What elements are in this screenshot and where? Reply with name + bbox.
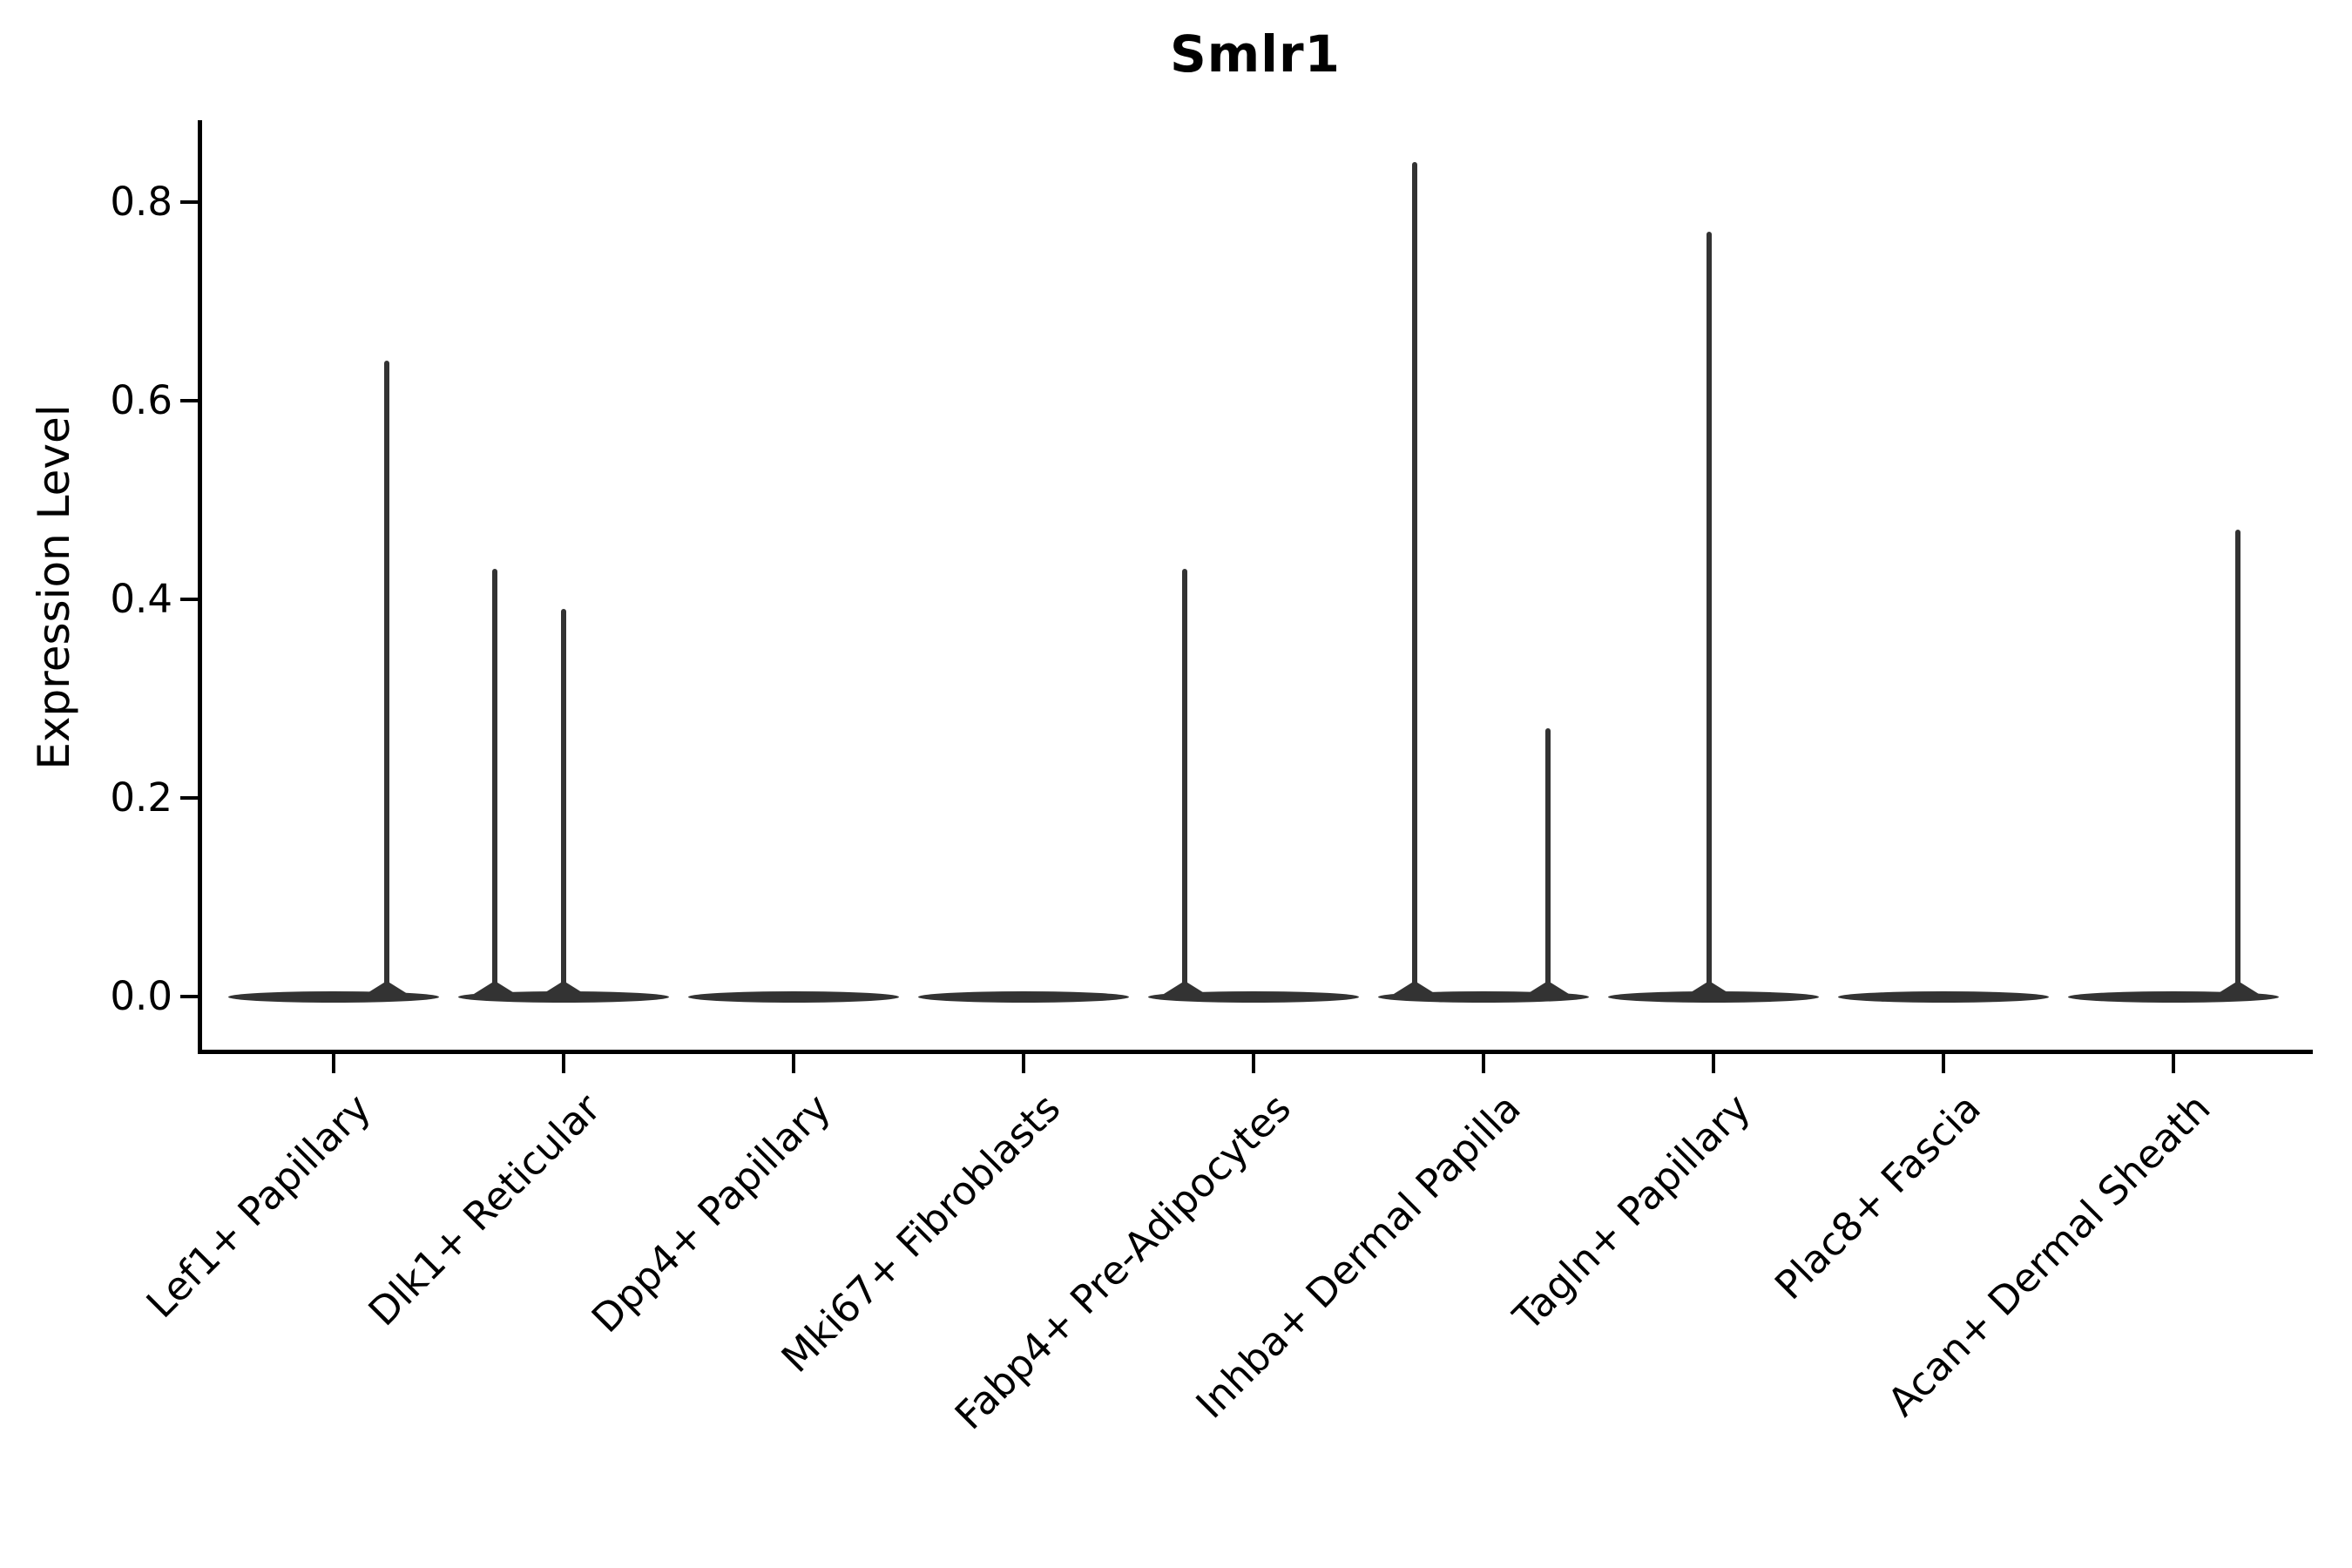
x-tick-label: Plac8+ Fascia [1765, 1085, 1990, 1309]
y-tick-label: 0.8 [110, 178, 172, 225]
plot-title: Smlr1 [1169, 24, 1342, 84]
x-tick-label: Tagln+ Papillary [1504, 1085, 1760, 1340]
x-tick-mark [1712, 1054, 1715, 1073]
x-tick-label: Dpp4+ Papillary [582, 1085, 840, 1342]
violin-spike [1706, 231, 1712, 1000]
y-tick-mark [180, 994, 198, 998]
x-tick-mark [1022, 1054, 1025, 1073]
x-tick-mark [1252, 1054, 1255, 1073]
violin-spike [561, 609, 566, 1000]
x-tick-mark [2172, 1054, 2175, 1073]
violin-spike [383, 360, 389, 1000]
violin-body [1608, 990, 1819, 1003]
y-tick-mark [180, 795, 198, 800]
violin-spike [1181, 569, 1187, 1000]
violin-body [1378, 990, 1589, 1003]
x-tick-mark [1942, 1054, 1945, 1073]
violin-body [1148, 990, 1359, 1003]
violin-body [2068, 990, 2279, 1003]
violin-body [1838, 990, 2049, 1003]
y-tick-label: 0.0 [110, 972, 172, 1019]
y-tick-mark [180, 199, 198, 204]
y-tick-mark [180, 398, 198, 402]
plot-area [198, 120, 2313, 1054]
violin-spike [1544, 727, 1551, 1000]
x-tick-mark [792, 1054, 795, 1073]
x-tick-label: Lef1+ Papillary [137, 1085, 380, 1328]
y-tick-mark [180, 597, 198, 601]
x-tick-label: Dlk1+ Reticular [359, 1085, 610, 1335]
violin-spike [1411, 161, 1417, 1000]
violin-spike [2234, 529, 2240, 1000]
violin-body [918, 990, 1129, 1003]
x-tick-mark [562, 1054, 565, 1073]
x-tick-mark [332, 1054, 335, 1073]
y-tick-label: 0.6 [110, 376, 172, 423]
y-tick-label: 0.2 [110, 774, 172, 821]
violin-spike [491, 569, 497, 1000]
x-tick-mark [1482, 1054, 1485, 1073]
y-tick-label: 0.4 [110, 575, 172, 622]
violin-body [688, 990, 899, 1003]
